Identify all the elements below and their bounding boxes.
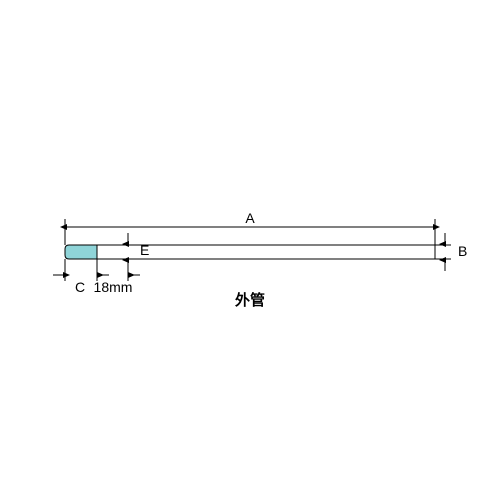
diagram-title: 外管 [234,291,265,309]
dimension-label-a: A [245,210,255,226]
dimension-label-b: B [458,243,467,259]
dimension-label-18mm: 18mm [94,279,133,295]
dimension-label-e: E [140,242,149,258]
tube-end-cap [65,245,97,259]
technical-diagram: A B E C 18mm 外管 [0,0,500,500]
dimension-label-c: C [75,279,85,295]
